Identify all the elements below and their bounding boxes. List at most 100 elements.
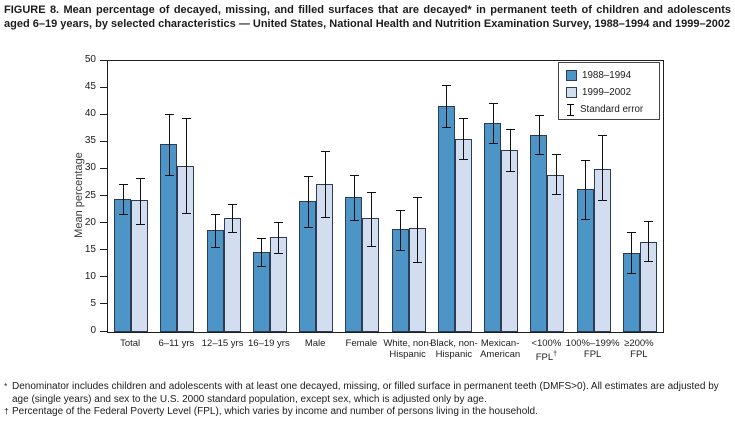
error-bar bbox=[185, 117, 187, 214]
error-bar bbox=[232, 204, 234, 233]
bar bbox=[484, 123, 502, 332]
x-axis-label: Female bbox=[345, 338, 378, 349]
error-bar-cap bbox=[396, 249, 406, 251]
y-axis-tick-label: 20 bbox=[84, 216, 96, 228]
footnote: * Denominator includes children and adole… bbox=[4, 381, 731, 406]
error-bar-cap bbox=[181, 213, 191, 215]
error-bar-cap bbox=[505, 171, 515, 173]
error-bar-cap bbox=[366, 246, 376, 248]
error-bar bbox=[122, 184, 124, 214]
bar bbox=[547, 175, 565, 332]
y-axis-tick bbox=[100, 249, 107, 251]
x-axis-label: ≥200% FPL bbox=[624, 338, 654, 360]
error-bar bbox=[648, 221, 650, 261]
y-axis-tick-label: 40 bbox=[84, 108, 96, 120]
error-bar bbox=[215, 213, 217, 247]
x-axis-label: White, non- Hispanic bbox=[383, 338, 432, 360]
error-bar-cap bbox=[442, 85, 452, 87]
error-bar-cap bbox=[627, 232, 637, 234]
x-axis-label: Male bbox=[304, 338, 326, 349]
error-bar bbox=[353, 174, 355, 220]
legend-item-standard-error: Standard error bbox=[566, 101, 659, 118]
legend-label: Standard error bbox=[580, 104, 644, 115]
error-bar-cap bbox=[118, 184, 128, 186]
legend-label: 1999–2002 bbox=[582, 87, 632, 98]
footnotes: * Denominator includes children and adole… bbox=[4, 381, 731, 419]
error-bar bbox=[602, 135, 604, 201]
error-bar-cap bbox=[598, 200, 608, 202]
error-bar-cap bbox=[551, 154, 561, 156]
footnote-text: Denominator includes children and adoles… bbox=[12, 381, 719, 405]
error-bar-cap bbox=[349, 219, 359, 221]
bar bbox=[437, 106, 455, 332]
error-bar-cap bbox=[349, 174, 359, 176]
x-axis-label: 100%–199% FPL bbox=[565, 338, 620, 360]
legend-swatch bbox=[566, 87, 577, 98]
x-axis-label: <100% FPL† bbox=[531, 338, 562, 364]
y-axis-tick bbox=[100, 222, 107, 224]
footnote-marker: * bbox=[4, 381, 8, 391]
error-bar-cap bbox=[396, 209, 406, 211]
error-bar-cap bbox=[274, 252, 284, 254]
error-bar-cap bbox=[274, 221, 284, 223]
error-bar bbox=[139, 177, 141, 224]
error-bar-cap bbox=[459, 158, 469, 160]
legend-item: 1999–2002 bbox=[566, 84, 659, 101]
error-bar-cap bbox=[442, 126, 452, 128]
error-bar bbox=[324, 150, 326, 218]
bar bbox=[114, 198, 132, 332]
y-axis-tick bbox=[100, 140, 107, 142]
y-axis-tick bbox=[100, 113, 107, 115]
footnote-marker: † bbox=[4, 406, 9, 416]
y-axis-tick bbox=[100, 276, 107, 278]
y-axis-tick-label: 10 bbox=[84, 270, 96, 282]
y-axis-tick-label: 0 bbox=[90, 325, 96, 336]
standard-error-icon bbox=[566, 103, 575, 116]
error-bar-cap bbox=[181, 117, 191, 119]
legend: 1988–1994 1999–2002 Standard error bbox=[558, 62, 660, 120]
error-bar-cap bbox=[551, 194, 561, 196]
x-axis-label: Black, non- Hispanic bbox=[430, 338, 478, 360]
error-bar-cap bbox=[644, 260, 654, 262]
error-bar-cap bbox=[303, 175, 313, 177]
y-axis-tick-label: 5 bbox=[90, 297, 96, 309]
y-axis-tick-label: 45 bbox=[84, 81, 96, 93]
error-bar-cap bbox=[505, 129, 515, 131]
error-bar bbox=[307, 175, 309, 227]
legend-label: 1988–1994 bbox=[582, 70, 632, 81]
y-axis-tick-label: 15 bbox=[84, 243, 96, 255]
error-bar-cap bbox=[581, 160, 591, 162]
error-bar-cap bbox=[211, 213, 221, 215]
error-bar bbox=[555, 154, 557, 195]
error-bar bbox=[446, 85, 448, 127]
bar bbox=[501, 149, 519, 332]
error-bar-cap bbox=[228, 232, 238, 234]
x-axis-label: 12–15 yrs bbox=[201, 338, 244, 349]
error-bar-cap bbox=[320, 217, 330, 219]
error-bar-cap bbox=[413, 261, 423, 263]
error-bar-cap bbox=[488, 103, 498, 105]
y-axis-tick bbox=[100, 86, 107, 88]
y-axis-tick-label: 50 bbox=[84, 54, 96, 65]
error-bar-cap bbox=[118, 213, 128, 215]
error-bar-cap bbox=[488, 142, 498, 144]
error-bar-cap bbox=[228, 204, 238, 206]
error-bar bbox=[463, 117, 465, 159]
error-bar-cap bbox=[164, 113, 174, 115]
bar bbox=[223, 218, 241, 332]
bar bbox=[454, 138, 472, 332]
error-bar-cap bbox=[164, 175, 174, 177]
y-axis-tick-label: 35 bbox=[84, 135, 96, 147]
error-bar bbox=[168, 113, 170, 176]
y-axis-tick bbox=[100, 59, 107, 61]
error-bar-cap bbox=[135, 177, 145, 179]
y-axis-tick bbox=[100, 195, 107, 196]
y-axis-tick bbox=[100, 303, 107, 305]
error-bar bbox=[631, 232, 633, 273]
legend-item: 1988–1994 bbox=[566, 67, 659, 84]
x-axis-label: Mexican- American bbox=[480, 338, 521, 360]
error-bar bbox=[261, 238, 263, 267]
error-bar bbox=[370, 192, 372, 247]
y-axis-tick bbox=[100, 330, 107, 332]
y-axis-tick-label: 25 bbox=[84, 189, 96, 201]
